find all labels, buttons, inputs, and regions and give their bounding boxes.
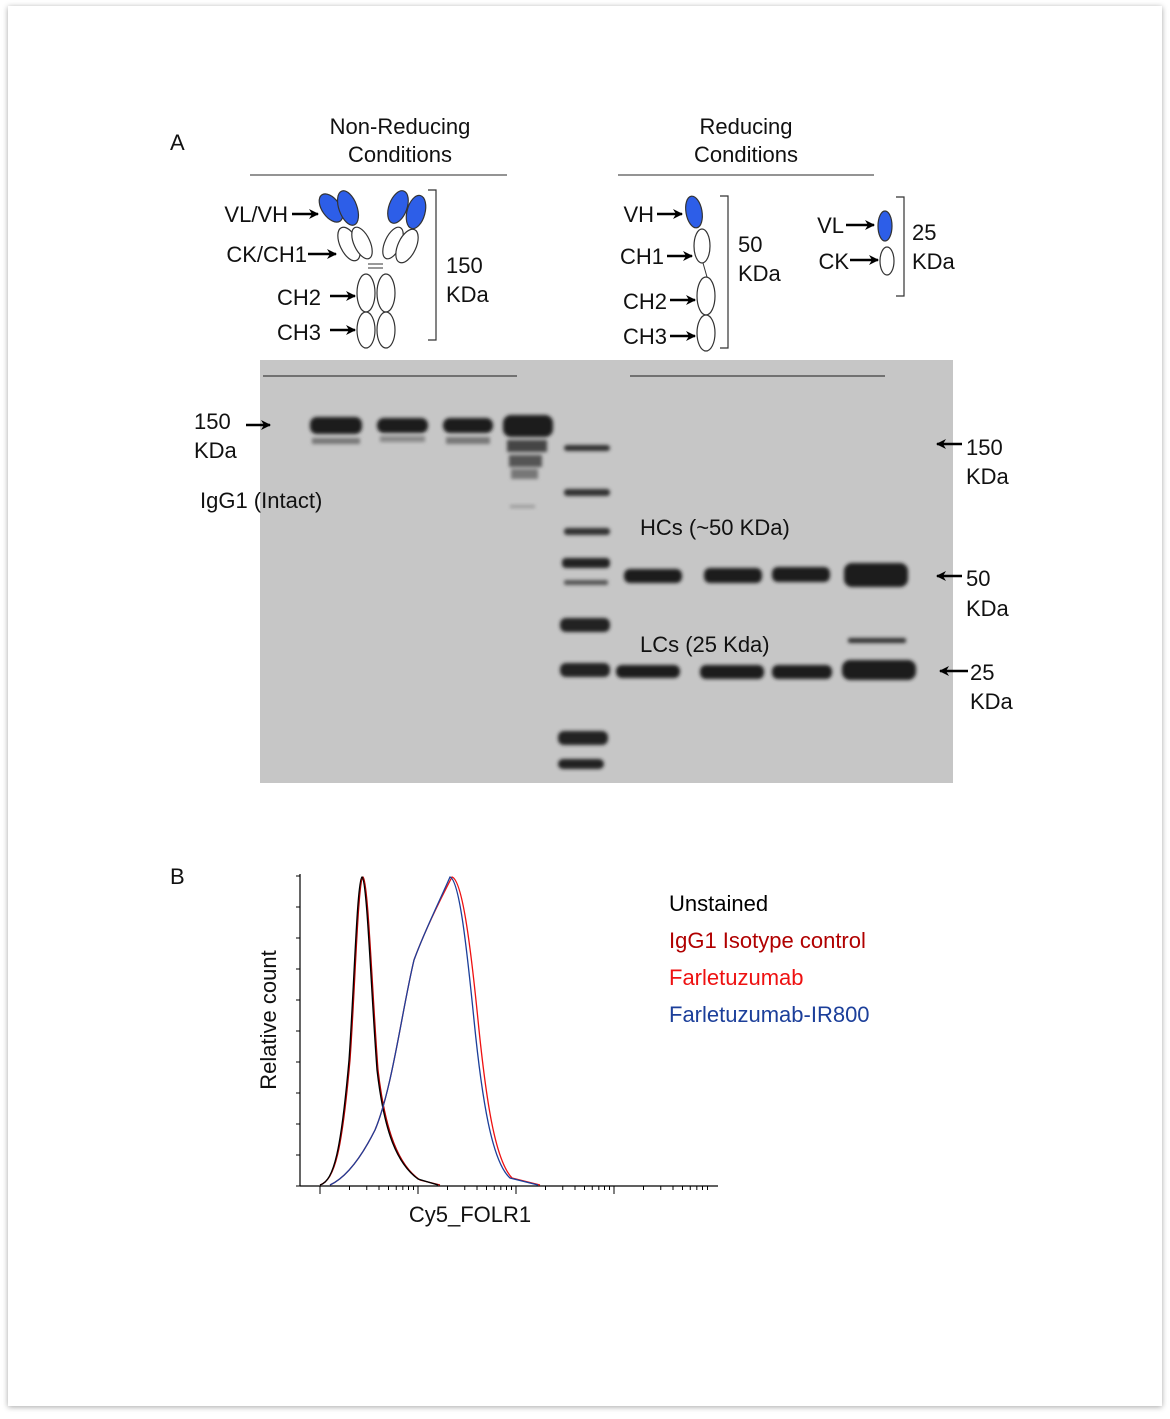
marker-label: 50 [966, 566, 990, 591]
shape [772, 567, 830, 582]
shape [446, 437, 490, 444]
band-label: LCs (25 Kda) [640, 632, 770, 657]
shape [319, 876, 441, 1186]
shape [848, 638, 906, 643]
shape [376, 311, 396, 349]
domain-label: VH [623, 202, 654, 227]
shape [310, 417, 362, 434]
marker-label: KDa [966, 464, 1010, 489]
shape [507, 440, 547, 452]
shape [443, 418, 493, 433]
shape [564, 580, 608, 585]
mass-label: 25 [912, 220, 936, 245]
shape [616, 665, 680, 678]
histogram-axes [296, 874, 718, 1194]
shape [405, 194, 427, 230]
shape [624, 569, 682, 583]
shape [395, 228, 419, 264]
domain-label: CH1 [620, 244, 664, 269]
shape [696, 276, 716, 316]
y-axis-label: Relative count [256, 950, 281, 1089]
band-label: HCs (~50 KDa) [640, 515, 790, 540]
shape [685, 195, 703, 229]
panel-label: B [170, 864, 185, 889]
domain-label: CK [818, 249, 849, 274]
shape [329, 876, 539, 1186]
shape [558, 759, 604, 769]
shape [356, 273, 376, 313]
shape [879, 246, 895, 276]
gel [246, 360, 968, 783]
shape [562, 558, 610, 568]
shape [844, 563, 908, 587]
marker-label: 25 [970, 660, 994, 685]
heading: Conditions [348, 142, 452, 167]
shape [720, 195, 729, 349]
shape [564, 489, 610, 496]
marker-label: 150 [966, 435, 1003, 460]
shape [560, 618, 610, 632]
shape [704, 568, 762, 583]
heading: Reducing [700, 114, 793, 139]
marker-label: KDa [970, 689, 1014, 714]
shape [319, 876, 439, 1186]
mass-label: KDa [738, 261, 782, 286]
shape [564, 445, 610, 451]
shape [503, 415, 553, 437]
mass-label: KDa [446, 282, 490, 307]
shape [772, 665, 832, 679]
domain-label: CH3 [277, 320, 321, 345]
shape [510, 505, 535, 508]
heading: Non-Reducing [330, 114, 471, 139]
shape [310, 415, 916, 769]
shape [564, 528, 610, 535]
shape [260, 360, 953, 783]
domain-label: CK/CH1 [226, 242, 307, 267]
marker-label: KDa [194, 438, 238, 463]
shape [380, 436, 425, 442]
domain-label: VL/VH [224, 202, 288, 227]
shape [312, 438, 360, 444]
shape [696, 314, 716, 352]
shape [702, 262, 708, 278]
shape [387, 190, 409, 224]
heading: Conditions [694, 142, 798, 167]
shape [376, 273, 396, 313]
band-label: IgG1 (Intact) [200, 488, 322, 513]
panel-label: A [170, 130, 185, 155]
shape [428, 189, 437, 341]
shape [351, 226, 373, 260]
shape [560, 663, 610, 677]
domain-label: VL [817, 213, 844, 238]
igg-schematic [292, 189, 437, 349]
marker-label: 150 [194, 409, 231, 434]
domain-label: CH2 [277, 285, 321, 310]
shape [842, 660, 916, 680]
shape [511, 469, 538, 479]
marker-label: KDa [966, 596, 1010, 621]
legend-entry: IgG1 Isotype control [669, 928, 866, 953]
domain-label: CH2 [623, 289, 667, 314]
histogram-curves [319, 876, 541, 1186]
shape [356, 311, 376, 349]
shape [700, 665, 764, 679]
domain-label: CH3 [623, 324, 667, 349]
legend-entry: Unstained [669, 891, 768, 916]
mass-label: 150 [446, 253, 483, 278]
legend-entry: Farletuzumab [669, 965, 804, 990]
legend-entry: Farletuzumab-IR800 [669, 1002, 870, 1027]
hc-schematic [657, 195, 905, 352]
shape [509, 455, 542, 467]
shape [558, 731, 608, 745]
shape [896, 196, 905, 297]
x-axis-label: Cy5_FOLR1 [409, 1202, 531, 1227]
mass-label: KDa [912, 249, 956, 274]
shape [877, 210, 893, 242]
shape [336, 190, 360, 226]
shape [377, 418, 428, 433]
mass-label: 50 [738, 232, 762, 257]
shape [693, 228, 711, 264]
